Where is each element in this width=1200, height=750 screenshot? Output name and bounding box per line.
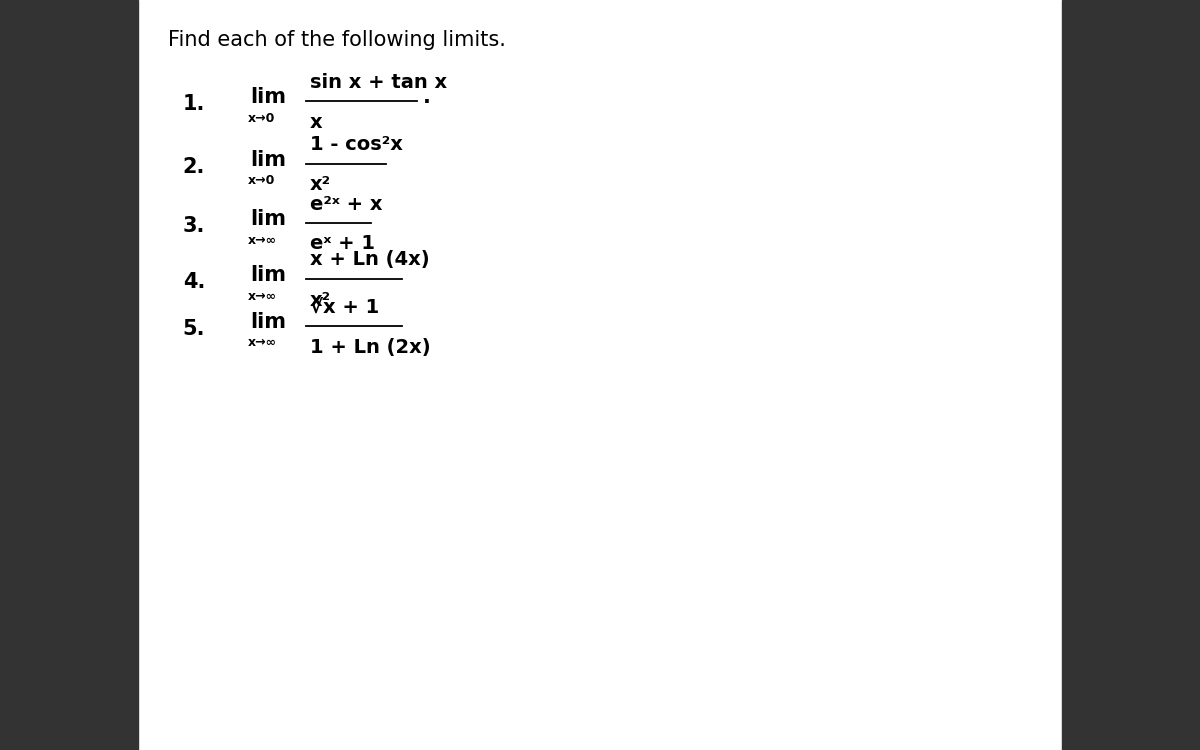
- Text: lim: lim: [250, 209, 286, 229]
- Text: sin x + tan x: sin x + tan x: [310, 73, 448, 92]
- Text: 1.: 1.: [182, 94, 205, 114]
- Text: 5.: 5.: [182, 319, 205, 339]
- Text: .: .: [422, 87, 431, 107]
- Text: x + Ln (4x): x + Ln (4x): [310, 251, 430, 269]
- Text: x→∞: x→∞: [248, 290, 277, 302]
- Text: x→∞: x→∞: [248, 337, 277, 350]
- Text: lim: lim: [250, 87, 286, 107]
- Text: x²: x²: [310, 290, 331, 310]
- Text: √x + 1: √x + 1: [310, 298, 379, 316]
- Text: 2.: 2.: [182, 157, 205, 177]
- Text: 3.: 3.: [182, 216, 205, 236]
- Text: x→∞: x→∞: [248, 233, 277, 247]
- Text: x→0: x→0: [248, 112, 275, 125]
- Text: 4.: 4.: [182, 272, 205, 292]
- Text: x: x: [310, 112, 323, 131]
- Text: 1 + Ln (2x): 1 + Ln (2x): [310, 338, 431, 356]
- Text: e²ˣ + x: e²ˣ + x: [310, 194, 383, 214]
- Text: lim: lim: [250, 265, 286, 285]
- Text: x→0: x→0: [248, 175, 275, 188]
- Text: x²: x²: [310, 176, 331, 194]
- Text: lim: lim: [250, 150, 286, 170]
- Text: eˣ + 1: eˣ + 1: [310, 235, 376, 254]
- Text: 1 - cos²x: 1 - cos²x: [310, 136, 403, 154]
- Text: lim: lim: [250, 312, 286, 332]
- Text: Find each of the following limits.: Find each of the following limits.: [168, 30, 506, 50]
